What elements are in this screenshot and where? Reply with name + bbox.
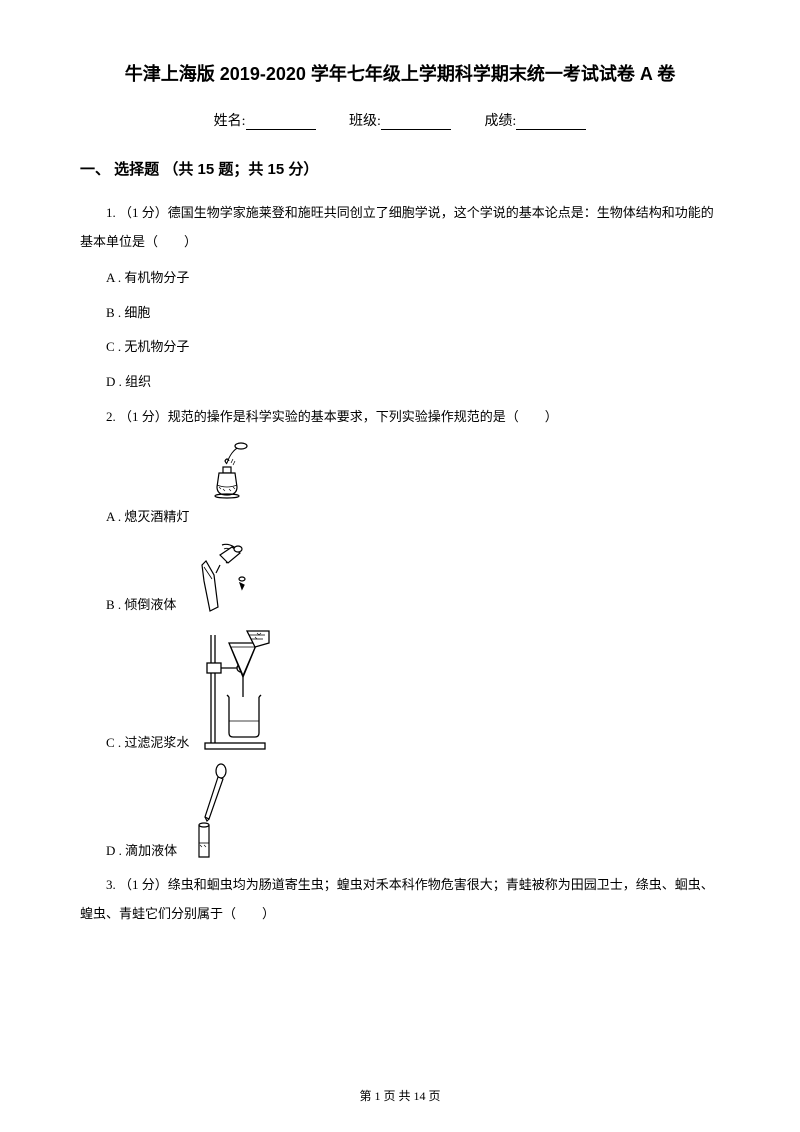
q2-optB-text: B . 倾倒液体 (80, 591, 176, 620)
q2-optD: D . 滴加液体 (80, 763, 720, 865)
info-line: 姓名: 班级: 成绩: (80, 110, 720, 130)
q1-optC: C . 无机物分子 (80, 333, 720, 362)
section-header: 一、 选择题 （共 15 题；共 15 分） (80, 158, 720, 179)
q3-stem: 3. （1 分）绦虫和蛔虫均为肠道寄生虫；蝗虫对禾本科作物危害很大；青蛙被称为田… (80, 871, 720, 928)
q1-optD: D . 组织 (80, 368, 720, 397)
alcohol-lamp-icon (197, 439, 257, 529)
q2-optA: A . 熄灭酒精灯 (80, 439, 720, 531)
name-label: 姓名: (214, 110, 246, 130)
q1-optB: B . 细胞 (80, 299, 720, 328)
q1-stem: 1. （1 分）德国生物学家施莱登和施旺共同创立了细胞学说，这个学说的基本论点是… (80, 199, 720, 256)
q2-optB: B . 倾倒液体 (80, 537, 720, 619)
q1-optC-text: C . 无机物分子 (80, 333, 189, 362)
filter-icon (197, 625, 287, 755)
q1-optB-text: B . 细胞 (80, 299, 150, 328)
q2-stem: 2. （1 分）规范的操作是科学实验的基本要求，下列实验操作规范的是（ ） (80, 403, 720, 432)
q2-optC-text: C . 过滤泥浆水 (80, 729, 189, 758)
page-footer: 第 1 页 共 14 页 (0, 1087, 800, 1104)
q2-optA-text: A . 熄灭酒精灯 (80, 503, 189, 532)
class-label: 班级: (349, 110, 381, 130)
pour-liquid-icon (184, 537, 259, 617)
score-label: 成绩: (484, 110, 516, 130)
q2-optD-text: D . 滴加液体 (80, 837, 177, 866)
q1-optA: A . 有机物分子 (80, 264, 720, 293)
q2-optC: C . 过滤泥浆水 (80, 625, 720, 757)
q1-optD-text: D . 组织 (80, 368, 151, 397)
name-blank[interactable] (246, 116, 316, 130)
class-blank[interactable] (381, 116, 451, 130)
exam-title: 牛津上海版 2019-2020 学年七年级上学期科学期末统一考试试卷 A 卷 (80, 60, 720, 86)
score-blank[interactable] (516, 116, 586, 130)
dropper-icon (185, 763, 235, 863)
q1-optA-text: A . 有机物分子 (80, 264, 189, 293)
